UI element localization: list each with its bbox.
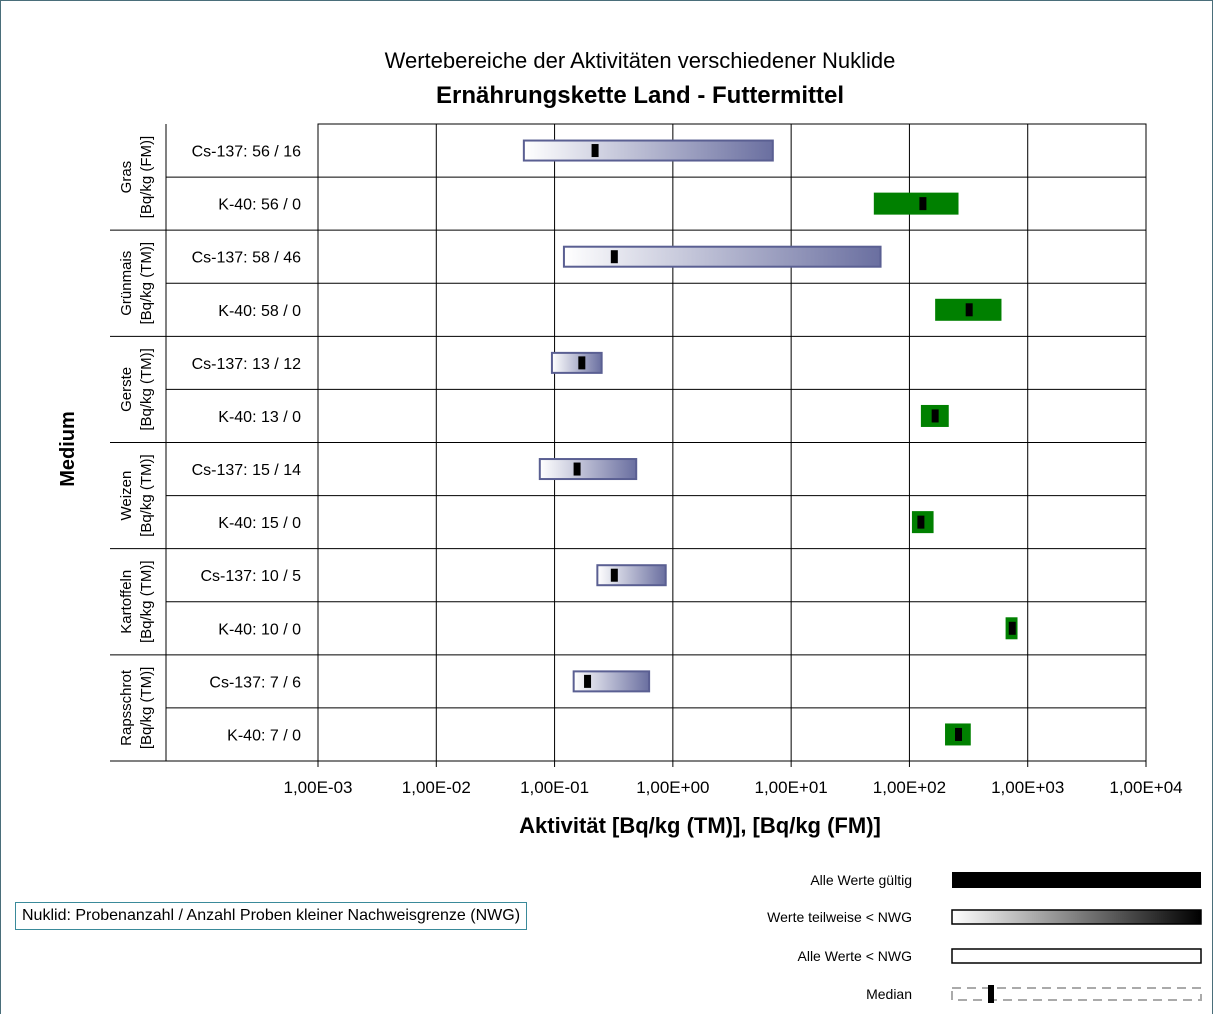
legend: Alle Werte gültig Werte teilweise < NWG Al… <box>767 872 1202 1003</box>
row-label: K-40: 58 / 0 <box>218 303 301 320</box>
group-label-unit: [Bq/kg (TM)] <box>138 242 155 325</box>
row-label: Cs-137: 58 / 46 <box>192 250 302 267</box>
group-label-unit: [Bq/kg (TM)] <box>138 667 155 750</box>
median-marker <box>584 674 592 688</box>
x-axis-ticks: 1,00E-03 1,00E-02 1,00E-01 1,00E+00 1,00E+01… <box>284 761 1183 797</box>
group-label-medium: Gras <box>118 161 135 194</box>
group-label-medium: Kartoffeln <box>118 570 135 634</box>
median-marker <box>965 303 973 317</box>
median-marker <box>1008 621 1016 635</box>
median-marker <box>578 356 586 370</box>
legend-label: Alle Werte gültig <box>810 872 912 888</box>
grid-lines <box>110 123 1147 762</box>
chart-subtitle: Ernährungskette Land - Futtermittel <box>436 82 844 109</box>
bars <box>522 139 1018 746</box>
range-bar <box>562 245 882 268</box>
row-label: Cs-137: 7 / 6 <box>209 674 301 691</box>
x-tick-label: 1,00E-02 <box>402 778 471 797</box>
x-tick-label: 1,00E+01 <box>755 778 828 797</box>
x-tick-label: 1,00E+00 <box>636 778 709 797</box>
median-marker <box>917 515 925 529</box>
row-label: Cs-137: 56 / 16 <box>192 144 302 161</box>
group-label-unit: [Bq/kg (TM)] <box>138 454 155 537</box>
legend-swatch-all-below <box>951 948 1202 964</box>
x-tick-label: 1,00E+03 <box>991 778 1064 797</box>
y-axis-label: Medium <box>57 411 79 487</box>
range-bar <box>572 670 651 693</box>
legend-label: Werte teilweise < NWG <box>767 909 912 925</box>
group-label-medium: Gerste <box>118 367 135 412</box>
group-label-medium: Grünmais <box>118 251 135 316</box>
range-bar <box>522 139 774 162</box>
x-tick-label: 1,00E-03 <box>284 778 353 797</box>
row-label: K-40: 56 / 0 <box>218 197 301 214</box>
legend-median-marker <box>988 985 994 1003</box>
median-marker <box>955 727 963 741</box>
median-marker <box>931 409 939 423</box>
group-label-unit: [Bq/kg (TM)] <box>138 560 155 643</box>
median-marker <box>610 568 618 582</box>
legend-swatch-partial <box>951 909 1202 925</box>
row-label: K-40: 15 / 0 <box>218 515 301 532</box>
row-label: K-40: 10 / 0 <box>218 621 301 638</box>
range-bar <box>596 564 667 587</box>
group-label-unit: [Bq/kg (TM)] <box>138 348 155 431</box>
row-label: K-40: 13 / 0 <box>218 409 301 426</box>
range-bar <box>873 192 959 215</box>
row-label: Cs-137: 15 / 14 <box>192 462 302 479</box>
legend-label: Alle Werte < NWG <box>798 948 913 964</box>
group-label-medium: Weizen <box>118 471 135 521</box>
row-label: K-40: 7 / 0 <box>227 727 301 744</box>
group-label-medium: Rapsschrot <box>118 669 135 746</box>
x-axis-label: Aktivität [Bq/kg (TM)], [Bq/kg (FM)] <box>519 813 881 838</box>
x-tick-label: 1,00E-01 <box>520 778 589 797</box>
legend-swatch-median <box>951 987 1202 1001</box>
row-labels: Gras [Bq/kg (FM)]Grünmais [Bq/kg (TM)]Gers… <box>118 136 301 749</box>
sample-count-note: Nuklid: Probenanzahl / Anzahl Proben kle… <box>15 902 528 930</box>
group-label-unit: [Bq/kg (FM)] <box>138 136 155 219</box>
range-bar <box>550 351 603 374</box>
legend-swatch-valid <box>952 872 1201 888</box>
x-tick-label: 1,00E+02 <box>873 778 946 797</box>
row-label: Cs-137: 13 / 12 <box>192 356 302 373</box>
median-marker <box>591 144 599 158</box>
x-tick-label: 1,00E+04 <box>1109 778 1182 797</box>
range-bar <box>538 458 638 481</box>
median-marker <box>573 462 581 476</box>
row-label: Cs-137: 10 / 5 <box>201 568 302 585</box>
median-marker <box>610 250 618 264</box>
chart-title: Wertebereiche der Aktivitäten verschiede… <box>385 48 896 73</box>
median-marker <box>919 197 927 211</box>
legend-label: Median <box>866 986 912 1002</box>
